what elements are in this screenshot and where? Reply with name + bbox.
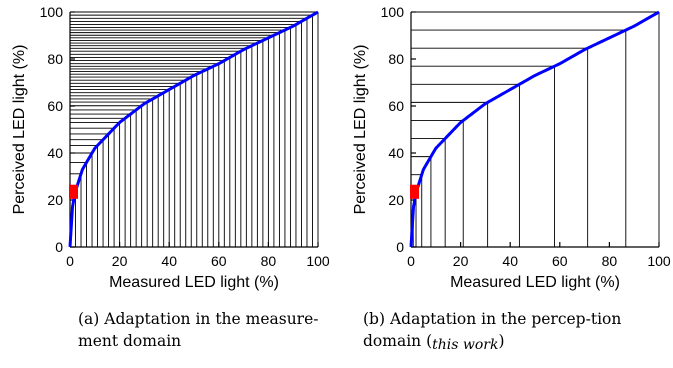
caption-a: (a) Adaptation in the measure-ment domai…	[78, 308, 338, 352]
chart-panel-a: 0 20 40 60 80 100 0 20 40 60 80 100 Measured LED lig…	[11, 4, 330, 291]
panel-1-x-axis-label: Measured LED light (%)	[450, 274, 620, 291]
panel-1-quantization-grid	[411, 11, 660, 247]
panel-1-x-tick-label: 80	[602, 253, 618, 269]
caption-b-note: this work	[432, 337, 499, 353]
panel-1-y-tick-label: 20	[388, 192, 404, 208]
panel-0-y-tick-label: 40	[47, 145, 63, 161]
panel-1-y-tick-label: 100	[381, 4, 405, 20]
panel-1-x-tick-label: 20	[453, 253, 469, 269]
figure: 0 20 40 60 80 100 0 20 40 60 80 100 Measured LED lig…	[11, 4, 671, 291]
panel-0-highlight-marker	[69, 184, 78, 199]
panel-1-x-tick-label: 0	[407, 253, 415, 269]
panel-0-x-tick-label: 20	[112, 253, 128, 269]
panel-0-y-tick-label: 60	[47, 98, 63, 114]
panel-1-highlight-marker	[410, 184, 419, 199]
panel-0-y-tick-label: 80	[47, 51, 63, 67]
panel-1-y-axis-label: Perceived LED light (%)	[352, 45, 369, 215]
caption-b-label: (b)	[363, 310, 386, 328]
panel-1-x-tick-label: 40	[502, 253, 518, 269]
caption-b: (b) Adaptation in the percep-tion domain…	[363, 310, 622, 353]
caption-a-label: (a)	[78, 310, 100, 328]
panel-1-y-tick-label: 60	[388, 98, 404, 114]
panel-1-y-tick-label: 80	[388, 51, 404, 67]
panel-1-x-tick-label: 60	[552, 253, 568, 269]
panel-0-quantization-grid	[70, 11, 319, 247]
panel-1-y-tick-label: 0	[396, 239, 404, 255]
caption-b-text: Adaptation in the percep-tion domain	[363, 310, 622, 350]
panel-1-y-tick-label: 40	[388, 145, 404, 161]
panel-0-y-tick-label: 100	[40, 4, 64, 20]
panel-0-y-tick-label: 0	[55, 239, 63, 255]
caption-a-text: Adaptation in the measure-ment domain	[78, 310, 319, 350]
panel-0-x-axis-label: Measured LED light (%)	[109, 274, 279, 291]
panel-0-x-tick-label: 80	[261, 253, 277, 269]
panel-0-x-tick-label: 40	[161, 253, 177, 269]
panel-0-response-curve	[68, 10, 319, 249]
panel-0-x-tick-label: 60	[211, 253, 227, 269]
panel-0-y-tick-label: 20	[47, 192, 63, 208]
panel-0-y-axis-label: Perceived LED light (%)	[11, 45, 28, 215]
panel-1-x-tick-label: 100	[647, 253, 671, 269]
chart-panel-b: 0 20 40 60 80 100 0 20 40 60 80 100 Measured LED lig…	[352, 4, 671, 291]
panel-0-x-tick-label: 100	[306, 253, 330, 269]
panel-0-x-tick-label: 0	[66, 253, 74, 269]
panel-1-response-curve	[409, 10, 660, 249]
